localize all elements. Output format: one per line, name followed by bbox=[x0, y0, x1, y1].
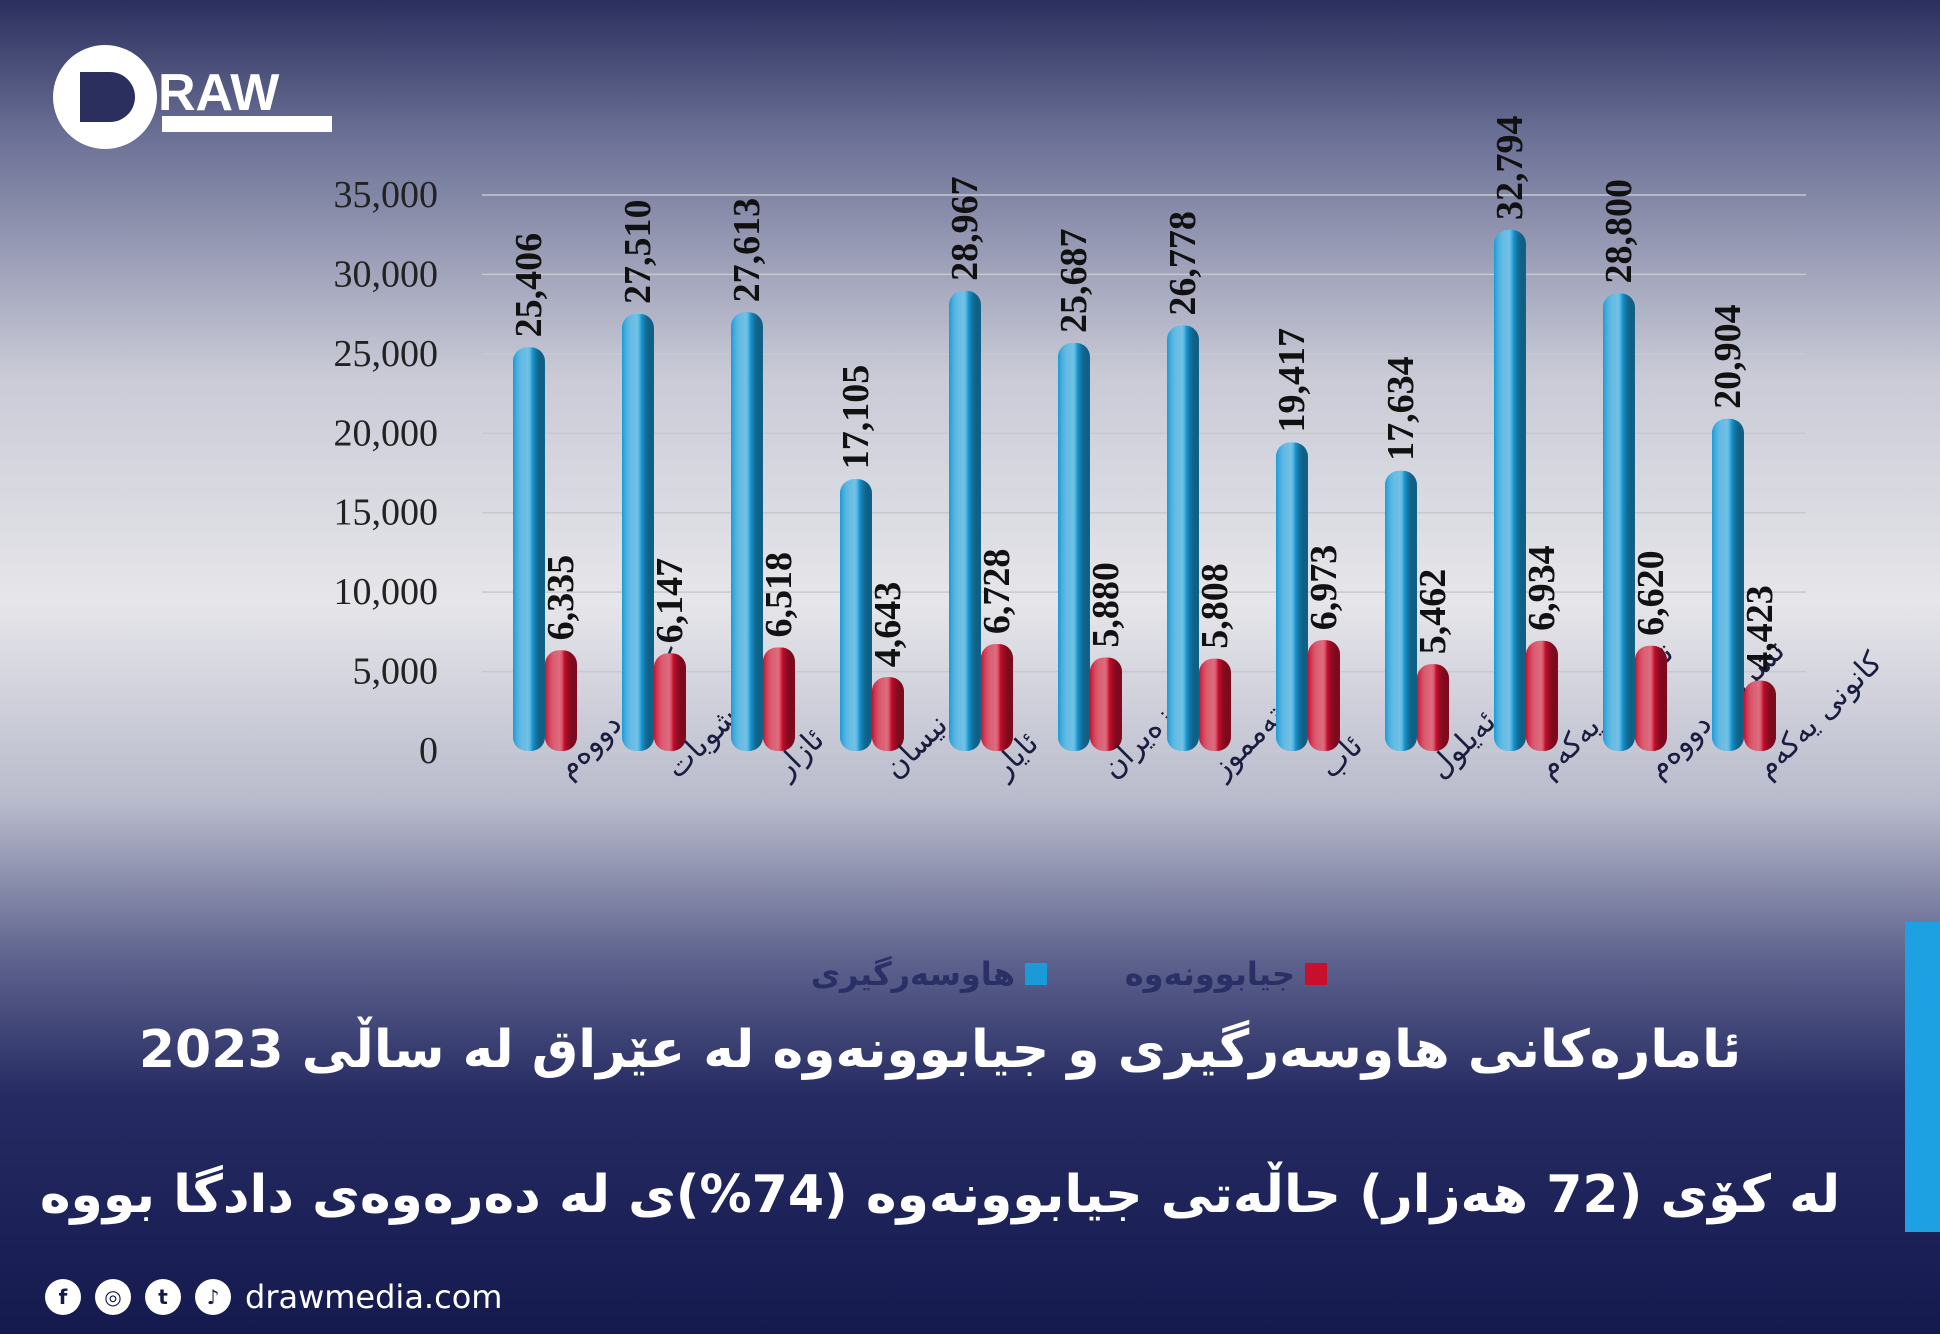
data-label: 26,778 bbox=[1162, 211, 1204, 316]
bar-shading bbox=[872, 677, 904, 751]
y-tick-label: 10,000 bbox=[334, 571, 439, 613]
bar-shading bbox=[1308, 640, 1340, 751]
website-link[interactable]: drawmedia.com bbox=[245, 1278, 503, 1316]
data-label: 6,147 bbox=[649, 558, 691, 644]
legend-label: هاوسەرگیری bbox=[811, 955, 1015, 993]
bar-shading bbox=[1058, 342, 1090, 751]
y-tick-label: 0 bbox=[419, 730, 438, 772]
svg-text:RAW: RAW bbox=[158, 64, 280, 122]
data-label: 6,973 bbox=[1303, 545, 1345, 631]
data-label: 17,105 bbox=[835, 365, 877, 470]
y-tick-label: 35,000 bbox=[334, 174, 439, 216]
bar-shading bbox=[1417, 664, 1449, 751]
twitter-icon[interactable]: t bbox=[145, 1279, 181, 1315]
data-label: 32,794 bbox=[1489, 116, 1531, 221]
legend-swatch bbox=[1025, 963, 1047, 985]
bar-shading bbox=[654, 653, 686, 751]
bar-shading bbox=[1167, 325, 1199, 751]
data-label: 6,620 bbox=[1630, 550, 1672, 636]
legend-label: جیابوونەوە bbox=[1125, 955, 1295, 993]
bar-shading bbox=[840, 479, 872, 751]
bar-shading bbox=[949, 290, 981, 751]
data-label: 25,406 bbox=[508, 233, 550, 338]
bar-shading bbox=[622, 313, 654, 751]
bar-shading bbox=[545, 650, 577, 751]
data-label: 27,510 bbox=[617, 199, 659, 304]
y-tick-label: 15,000 bbox=[334, 492, 439, 534]
data-label: 6,728 bbox=[976, 549, 1018, 635]
data-label: 6,518 bbox=[758, 552, 800, 638]
data-label: 17,634 bbox=[1380, 356, 1422, 461]
data-label: 25,687 bbox=[1053, 228, 1095, 333]
title-line-1: ئامارەکانی هاوسەرگیری و جیابوونەوە لە عێ… bbox=[138, 1020, 1742, 1080]
y-tick-label: 30,000 bbox=[334, 253, 439, 295]
bar-shading bbox=[513, 347, 545, 751]
data-label: 20,904 bbox=[1707, 304, 1749, 409]
legend-swatch bbox=[1305, 963, 1327, 985]
bar-shading bbox=[1635, 645, 1667, 751]
y-tick-label: 5,000 bbox=[353, 651, 439, 693]
y-tick-label: 20,000 bbox=[334, 412, 439, 454]
footer: f ◎ t ♪ drawmedia.com bbox=[45, 1278, 502, 1316]
bar-shading bbox=[763, 647, 795, 751]
facebook-icon[interactable]: f bbox=[45, 1279, 81, 1315]
tiktok-icon[interactable]: ♪ bbox=[195, 1279, 231, 1315]
bar-shading bbox=[1526, 640, 1558, 751]
bar-shading bbox=[731, 312, 763, 751]
data-label: 27,613 bbox=[726, 198, 768, 303]
draw-logo: RAW bbox=[50, 42, 350, 152]
data-label: 6,934 bbox=[1521, 545, 1563, 631]
data-label: 28,800 bbox=[1598, 179, 1640, 284]
data-label: 4,643 bbox=[867, 582, 909, 668]
bar-shading bbox=[1276, 442, 1308, 751]
data-label: 4,423 bbox=[1739, 585, 1781, 671]
data-label: 28,967 bbox=[944, 176, 986, 281]
data-label: 5,808 bbox=[1194, 563, 1236, 649]
bar-shading bbox=[1494, 230, 1526, 751]
bar-shading bbox=[1090, 657, 1122, 751]
data-label: 6,335 bbox=[540, 555, 582, 641]
title-line-2: لە کۆی (72 هەزار) حاڵەتی جیابوونەوە (74%… bbox=[39, 1165, 1841, 1225]
bar-shading bbox=[1199, 658, 1231, 751]
bar-shading bbox=[981, 644, 1013, 751]
data-label: 5,462 bbox=[1412, 569, 1454, 655]
bar-chart: 0 5,000 10,000 15,000 20,000 25,000 30,000 35,0… bbox=[334, 116, 1890, 993]
bar-shading bbox=[1744, 680, 1776, 751]
bar-shading bbox=[1712, 418, 1744, 751]
bar-shading bbox=[1603, 293, 1635, 751]
bar-shading bbox=[1385, 470, 1417, 751]
data-label: 5,880 bbox=[1085, 562, 1127, 648]
data-label: 19,417 bbox=[1271, 328, 1313, 433]
y-tick-label: 25,000 bbox=[334, 333, 439, 375]
instagram-icon[interactable]: ◎ bbox=[95, 1279, 131, 1315]
decorative-bar bbox=[1905, 922, 1940, 1232]
